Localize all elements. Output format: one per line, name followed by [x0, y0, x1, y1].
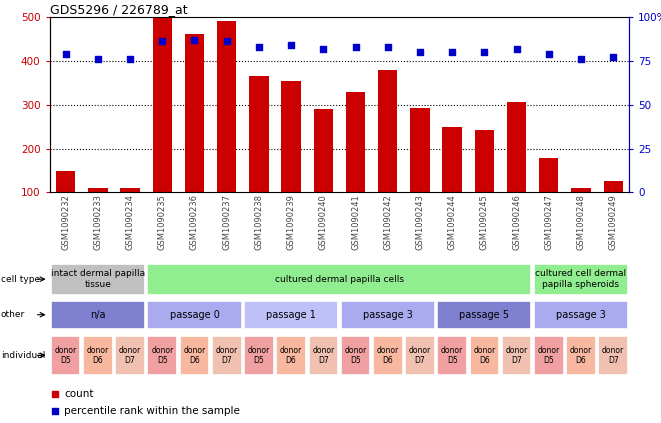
Bar — [373, 336, 403, 375]
Text: donor
D5: donor D5 — [441, 346, 463, 365]
Bar — [378, 70, 397, 192]
Text: percentile rank within the sample: percentile rank within the sample — [64, 407, 241, 416]
Text: passage 5: passage 5 — [459, 310, 510, 320]
Bar — [314, 109, 333, 192]
Bar — [309, 336, 338, 375]
Bar — [469, 336, 499, 375]
Text: donor
D6: donor D6 — [280, 346, 302, 365]
Point — [60, 50, 71, 57]
Text: cultured cell dermal
papilla spheroids: cultured cell dermal papilla spheroids — [535, 269, 627, 289]
Text: passage 0: passage 0 — [170, 310, 219, 320]
Text: passage 3: passage 3 — [363, 310, 412, 320]
Text: GDS5296 / 226789_at: GDS5296 / 226789_at — [50, 3, 187, 16]
Text: donor
D5: donor D5 — [537, 346, 560, 365]
Bar — [217, 21, 237, 192]
Bar — [51, 336, 81, 375]
Point — [511, 45, 522, 52]
Bar — [539, 158, 559, 192]
Point — [125, 56, 136, 63]
Point — [414, 49, 425, 55]
Text: intact dermal papilla
tissue: intact dermal papilla tissue — [51, 269, 145, 289]
Text: count: count — [64, 390, 94, 399]
Point — [50, 408, 59, 415]
Bar — [185, 35, 204, 192]
Bar — [442, 126, 462, 192]
Text: donor
D7: donor D7 — [602, 346, 624, 365]
Point — [318, 45, 329, 52]
Bar — [51, 301, 145, 329]
Text: donor
D7: donor D7 — [312, 346, 334, 365]
Text: donor
D6: donor D6 — [570, 346, 592, 365]
Bar — [502, 336, 531, 375]
Bar — [571, 188, 591, 192]
Text: cell type: cell type — [1, 275, 40, 284]
Bar — [244, 336, 274, 375]
Bar — [340, 336, 370, 375]
Point — [479, 49, 490, 55]
Bar — [115, 336, 145, 375]
Bar — [507, 102, 526, 192]
Bar — [147, 301, 241, 329]
Bar — [147, 336, 177, 375]
Bar — [340, 301, 435, 329]
Bar — [249, 76, 268, 192]
Point — [447, 49, 457, 55]
Bar — [346, 91, 365, 192]
Point — [221, 38, 232, 45]
Bar — [120, 188, 139, 192]
Bar — [534, 264, 628, 295]
Point — [157, 38, 168, 45]
Bar — [244, 301, 338, 329]
Bar — [534, 301, 628, 329]
Bar — [180, 336, 210, 375]
Bar — [410, 108, 430, 192]
Text: donor
D6: donor D6 — [377, 346, 399, 365]
Text: individual: individual — [1, 351, 45, 360]
Text: donor
D7: donor D7 — [215, 346, 238, 365]
Bar — [212, 336, 241, 375]
Text: donor
D6: donor D6 — [87, 346, 109, 365]
Text: donor
D7: donor D7 — [506, 346, 527, 365]
Point — [350, 44, 361, 50]
Text: passage 1: passage 1 — [266, 310, 316, 320]
Point — [50, 391, 59, 398]
Text: n/a: n/a — [90, 310, 106, 320]
Text: cultured dermal papilla cells: cultured dermal papilla cells — [275, 275, 404, 284]
Point — [93, 56, 103, 63]
Text: passage 3: passage 3 — [556, 310, 606, 320]
Text: donor
D5: donor D5 — [151, 346, 173, 365]
Point — [543, 50, 554, 57]
Text: donor
D6: donor D6 — [183, 346, 206, 365]
Text: donor
D5: donor D5 — [248, 346, 270, 365]
Point — [286, 41, 296, 48]
Bar — [438, 301, 531, 329]
Bar — [83, 336, 112, 375]
Bar — [475, 130, 494, 192]
Bar — [566, 336, 596, 375]
Text: donor
D7: donor D7 — [408, 346, 431, 365]
Bar — [88, 188, 108, 192]
Bar — [598, 336, 628, 375]
Text: other: other — [1, 310, 25, 319]
Bar — [405, 336, 435, 375]
Text: donor
D6: donor D6 — [473, 346, 496, 365]
Bar — [56, 170, 75, 192]
Bar — [51, 264, 145, 295]
Bar — [282, 80, 301, 192]
Text: donor
D5: donor D5 — [55, 346, 77, 365]
Point — [608, 54, 619, 60]
Point — [189, 36, 200, 43]
Text: donor
D7: donor D7 — [119, 346, 141, 365]
Bar — [153, 17, 172, 192]
Point — [254, 44, 264, 50]
Bar — [438, 336, 467, 375]
Text: donor
D5: donor D5 — [344, 346, 367, 365]
Point — [576, 56, 586, 63]
Bar — [534, 336, 564, 375]
Bar — [276, 336, 306, 375]
Bar — [603, 181, 623, 192]
Bar — [147, 264, 531, 295]
Point — [383, 44, 393, 50]
